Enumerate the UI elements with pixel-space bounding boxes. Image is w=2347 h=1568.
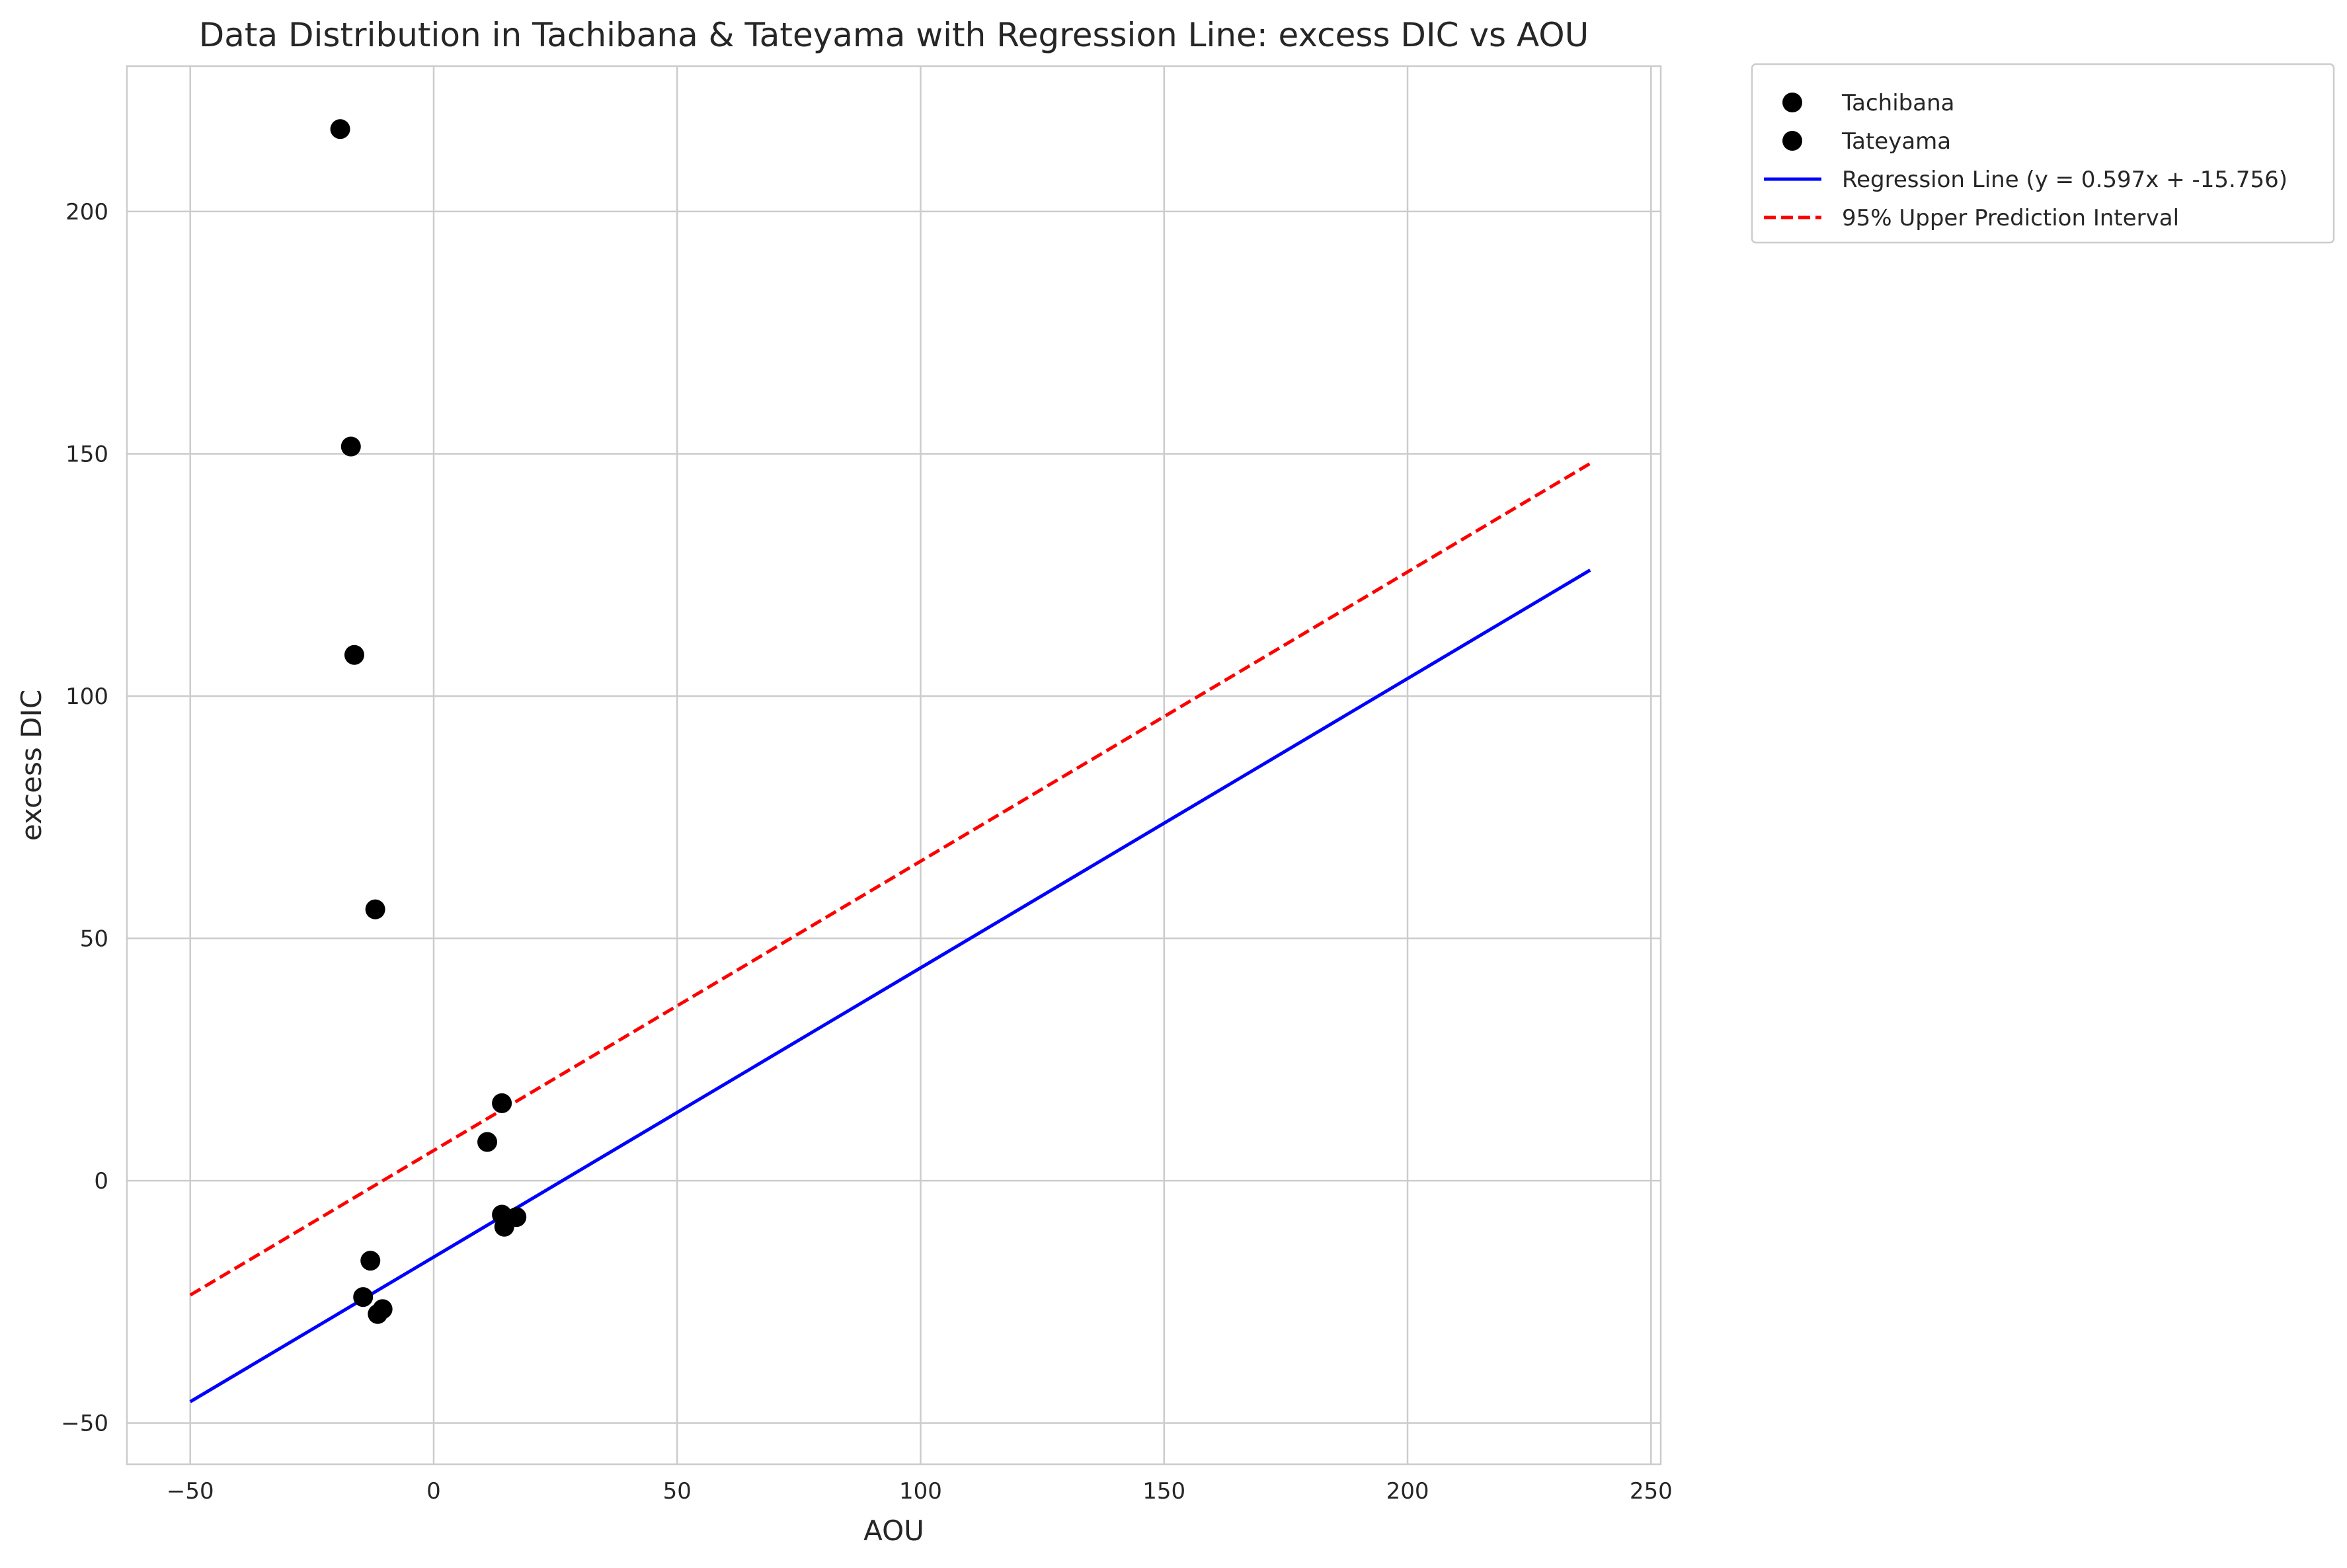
- tick-labels: −50 0 50 100 150 200 250 −50 0 50 100 150 200: [61, 199, 1672, 1505]
- legend: Tachibana Tateyama Regression Line (y = 0.…: [1751, 63, 2335, 244]
- x-tick-label: 200: [1386, 1478, 1429, 1505]
- y-tick-label: −50: [61, 1411, 108, 1437]
- tachibana-point: [330, 119, 350, 139]
- y-axis-label: excess DIC: [15, 689, 48, 841]
- tateyama-point: [494, 1216, 514, 1237]
- tachibana-point: [340, 436, 361, 457]
- chart-title: Data Distribution in Tachibana & Tateyam…: [199, 16, 1589, 54]
- legend-marker: [1782, 131, 1802, 151]
- y-tick-label: 200: [65, 199, 108, 225]
- regression-line: [189, 568, 1591, 1403]
- x-tick-label: 250: [1630, 1478, 1673, 1505]
- x-tick-label: 50: [663, 1478, 692, 1505]
- x-axis-label: AOU: [863, 1514, 924, 1547]
- y-tick-label: 100: [65, 684, 108, 710]
- plot-area: [126, 65, 1662, 1466]
- legend-label: Regression Line (y = 0.597x + -15.756): [1842, 167, 2287, 193]
- x-tick-label: 0: [426, 1478, 441, 1505]
- tateyama-point: [477, 1132, 498, 1152]
- legend-label: Tachibana: [1841, 90, 1954, 116]
- legend-label: Tateyama: [1841, 128, 1951, 155]
- y-tick-label: 0: [94, 1168, 108, 1195]
- x-tick-label: 150: [1142, 1478, 1185, 1505]
- legend-frame: [1751, 63, 2335, 244]
- tateyama-point: [353, 1287, 374, 1308]
- prediction-interval-line: [189, 461, 1591, 1297]
- y-tick-label: 150: [65, 441, 108, 467]
- tachibana-point: [344, 645, 364, 665]
- x-tick-label: −50: [167, 1478, 214, 1505]
- series-layer: [189, 119, 1591, 1403]
- legend-marker: [1782, 93, 1802, 112]
- tateyama-point: [368, 1304, 388, 1324]
- y-tick-label: 50: [80, 926, 108, 953]
- tateyama-point: [492, 1093, 512, 1113]
- tachibana-point: [365, 899, 385, 920]
- x-tick-label: 100: [899, 1478, 942, 1505]
- legend-label: 95% Upper Prediction Interval: [1842, 205, 2179, 231]
- grid: [127, 66, 1661, 1464]
- tateyama-point: [360, 1251, 381, 1271]
